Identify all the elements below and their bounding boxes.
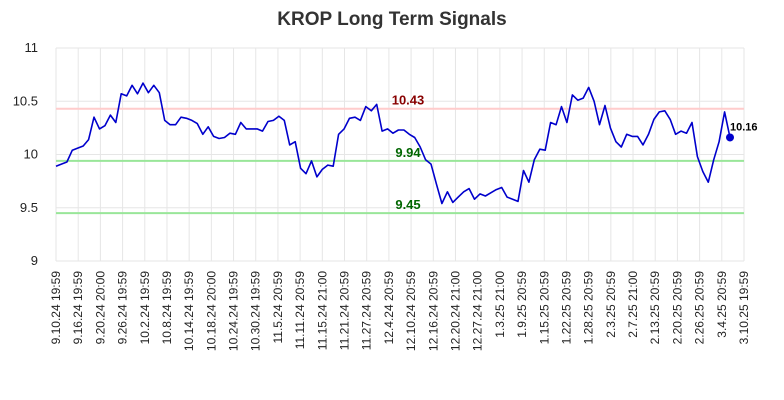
x-tick-label: 3.10.25 19:59 (737, 271, 751, 345)
x-tick-label: 9.26.24 19:59 (116, 271, 130, 345)
x-tick-label: 2.3.25 20:59 (604, 271, 618, 338)
level-label: 10.43 (392, 93, 425, 108)
x-tick-label: 1.3.25 21:00 (493, 271, 507, 338)
x-tick-label: 2.13.25 20:59 (648, 271, 662, 345)
last-value-label: 10.16 (730, 121, 758, 133)
y-tick-label: 10 (24, 147, 38, 162)
x-tick-label: 10.30.24 19:59 (249, 271, 263, 351)
x-tick-label: 10.18.24 20:00 (204, 271, 218, 351)
series-layer (55, 82, 731, 205)
x-axis-ticks: 9.10.24 19:59 9.16.24 19:59 9.20.24 20:00 9… (49, 271, 751, 351)
y-tick-label: 10.5 (13, 93, 38, 108)
x-tick-label: 12.10.24 20:59 (404, 271, 418, 351)
x-tick-label: 12.16.24 20:59 (426, 271, 440, 351)
x-tick-label: 2.20.25 20:59 (670, 271, 684, 345)
y-axis-ticks: 9 9.5 10 10.5 11 (13, 40, 38, 268)
x-tick-label: 12.4.24 20:59 (382, 271, 396, 345)
y-tick-label: 11 (25, 40, 39, 55)
x-tick-label: 10.8.24 19:59 (160, 271, 174, 345)
grid (55, 47, 745, 262)
signal-levels: 10.43 9.94 9.45 (56, 93, 744, 215)
x-tick-label: 1.9.25 20:59 (515, 271, 529, 338)
x-tick-label: 11.11.24 20:59 (293, 271, 307, 350)
x-tick-label: 3.4.25 20:59 (715, 271, 729, 338)
x-tick-label: 12.27.24 21:00 (471, 271, 485, 351)
x-tick-label: 10.2.24 19:59 (138, 271, 152, 345)
last-value-marker: 10.16 (726, 121, 758, 142)
x-tick-label: 1.15.25 20:59 (537, 271, 551, 345)
level-label: 9.94 (395, 145, 421, 160)
x-tick-label: 1.22.25 20:59 (559, 271, 573, 345)
y-tick-label: 9 (31, 253, 38, 268)
x-tick-label: 11.21.24 20:59 (338, 271, 352, 351)
chart-title: KROP Long Term Signals (277, 9, 506, 30)
last-value-dot (726, 133, 734, 142)
x-tick-label: 11.5.24 20:59 (271, 271, 285, 344)
x-tick-label: 11.27.24 20:59 (360, 271, 374, 351)
x-tick-label: 9.16.24 19:59 (71, 271, 85, 345)
x-tick-label: 1.28.25 20:59 (582, 271, 596, 345)
y-tick-label: 9.5 (20, 200, 38, 215)
x-tick-label: 9.20.24 20:00 (93, 271, 107, 345)
x-tick-label: 2.26.25 20:59 (693, 271, 707, 345)
x-tick-label: 10.14.24 19:59 (182, 271, 196, 351)
x-tick-label: 12.20.24 21:00 (448, 271, 462, 351)
price-line (55, 82, 731, 205)
level-label: 9.45 (395, 197, 420, 212)
x-tick-label: 9.10.24 19:59 (49, 271, 63, 345)
x-tick-label: 2.7.25 21:00 (626, 271, 640, 338)
x-tick-label: 10.24.24 19:59 (227, 271, 241, 351)
x-tick-label: 11.15.24 21:00 (315, 271, 329, 351)
